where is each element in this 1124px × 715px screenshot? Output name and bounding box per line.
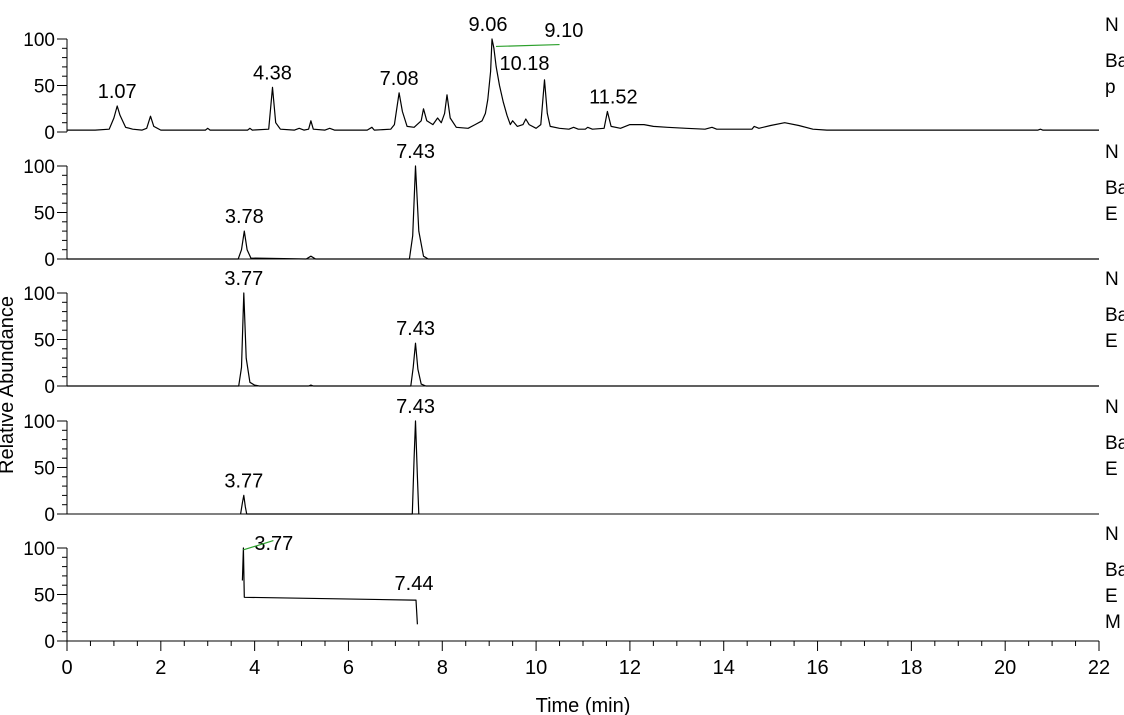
side-annotation: Ba [1105, 178, 1124, 199]
y-tick-label: 100 [23, 539, 55, 560]
chromatogram-trace [67, 38, 1099, 131]
x-tick-label: 10 [525, 657, 547, 679]
side-annotation: Ba [1105, 560, 1124, 581]
x-tick-label: 14 [713, 657, 735, 679]
side-annotation: N [1105, 397, 1119, 418]
marker-line [495, 43, 560, 48]
peak-label: 11.52 [589, 87, 638, 109]
x-tick-label: 6 [343, 657, 354, 679]
y-tick-label: 100 [23, 284, 55, 305]
y-tick-label: 50 [34, 586, 55, 607]
x-axis-title: Time (min) [536, 695, 631, 715]
marker-line [243, 539, 274, 551]
chromatogram-trace [240, 420, 420, 515]
side-annotation: N [1105, 524, 1119, 545]
y-tick-label: 100 [23, 157, 55, 178]
y-tick-label: 0 [44, 632, 55, 653]
chromatogram-panels: 0 50 100 1.07 4.38 7.08 9.06 9.10 10.18 11.52 N Ba p… [23, 14, 1124, 653]
side-annotation: p [1105, 77, 1116, 98]
chromatogram-trace [67, 292, 1099, 387]
chromatogram-panel-3: 0 50 100 3.77 7.43 N Ba E [23, 268, 1124, 398]
y-tick-label: 0 [44, 123, 55, 144]
x-tick-label: 4 [249, 657, 260, 679]
peak-label: 3.77 [224, 268, 263, 290]
y-tick-label: 100 [23, 412, 55, 433]
peak-label: 7.44 [395, 573, 434, 595]
x-tick-label: 20 [994, 657, 1016, 679]
side-annotation: E [1105, 459, 1118, 480]
side-annotation: E [1105, 331, 1118, 352]
side-annotation: N [1105, 15, 1119, 36]
y-tick-label: 50 [34, 459, 55, 480]
x-tick-label: 0 [61, 657, 72, 679]
peak-label: 9.10 [544, 20, 583, 42]
chromatogram-panel-1: 0 50 100 1.07 4.38 7.08 9.06 9.10 10.18 11.52 N Ba p [23, 14, 1124, 144]
y-tick-label: 0 [44, 377, 55, 398]
side-annotation: N [1105, 269, 1119, 290]
x-tick-label: 12 [619, 657, 641, 679]
peak-label: 3.77 [224, 470, 263, 492]
x-tick-label: 16 [806, 657, 828, 679]
y-tick-label: 50 [34, 77, 55, 98]
y-tick-label: 0 [44, 250, 55, 271]
y-tick-label: 50 [34, 204, 55, 225]
side-annotation: Ba [1105, 51, 1124, 72]
chromatogram-panel-2: 0 50 100 3.78 7.43 N Ba E [23, 141, 1124, 271]
x-tick-label: 8 [437, 657, 448, 679]
peak-label: 7.43 [396, 318, 435, 340]
peak-label: 3.77 [254, 533, 293, 555]
peak-label: 7.43 [396, 396, 435, 418]
x-axis: 0 2 4 6 8 10 12 14 16 18 20 22 [61, 640, 1110, 679]
peak-label: 7.43 [396, 141, 435, 163]
peak-label: 7.08 [380, 68, 419, 90]
y-axis-title: Relative Abundance [0, 296, 18, 474]
chromatogram-trace [241, 547, 418, 625]
side-annotation: Ba [1105, 305, 1124, 326]
side-annotation: E [1105, 586, 1118, 607]
chromatogram-panel-4: 0 50 100 3.77 7.43 N Ba E [23, 396, 1124, 526]
chromatogram-panel-5: 0 50 100 3.77 7.44 N Ba EM [23, 524, 1124, 653]
peak-label: 3.78 [225, 206, 264, 228]
y-tick-label: 100 [23, 30, 55, 51]
side-annotation: E [1105, 204, 1118, 225]
x-tick-label: 18 [900, 657, 922, 679]
y-tick-label: 50 [34, 331, 55, 352]
peak-label: 1.07 [98, 81, 137, 103]
x-tick-label: 2 [155, 657, 166, 679]
side-annotation: M [1105, 612, 1121, 633]
x-tick-label: 22 [1088, 657, 1110, 679]
peak-label: 4.38 [253, 62, 292, 84]
peak-label: 10.18 [500, 53, 550, 75]
y-tick-label: 0 [44, 505, 55, 526]
chromatogram-trace [67, 165, 1099, 260]
peak-label: 9.06 [469, 14, 508, 36]
side-annotation: Ba [1105, 433, 1124, 454]
side-annotation: N [1105, 142, 1119, 163]
